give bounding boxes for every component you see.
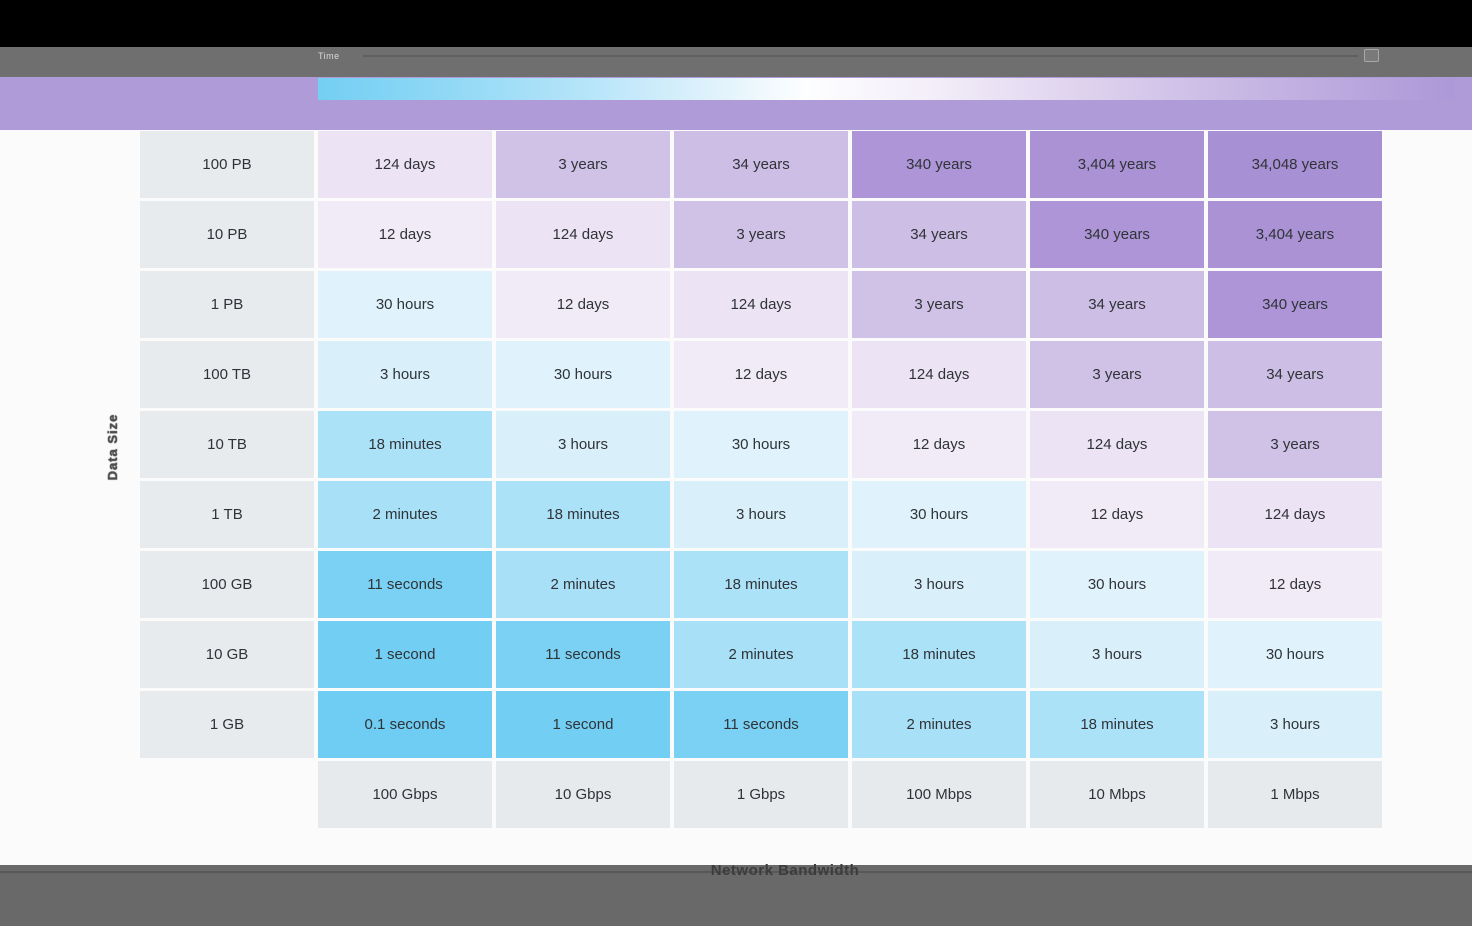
heatmap-cell: 34 years bbox=[852, 201, 1026, 268]
column-label: 1 Mbps bbox=[1208, 761, 1382, 828]
row-label: 10 TB bbox=[140, 411, 314, 478]
toolbar-divider bbox=[363, 55, 1358, 57]
footer-bar bbox=[0, 865, 1472, 926]
heatmap-cell: 3 hours bbox=[1030, 621, 1204, 688]
row-label: 100 TB bbox=[140, 341, 314, 408]
heatmap-cell: 30 hours bbox=[674, 411, 848, 478]
corner-spacer bbox=[140, 761, 314, 828]
heatmap-cell: 340 years bbox=[852, 131, 1026, 198]
heatmap-cell: 1 second bbox=[496, 691, 670, 758]
heatmap-cell: 34 years bbox=[674, 131, 848, 198]
heatmap-cell: 34 years bbox=[1030, 271, 1204, 338]
heatmap-cell: 3 years bbox=[852, 271, 1026, 338]
column-label: 1 Gbps bbox=[674, 761, 848, 828]
heatmap-cell: 34 years bbox=[1208, 341, 1382, 408]
heatmap-cell: 3 years bbox=[674, 201, 848, 268]
heatmap-cell: 18 minutes bbox=[674, 551, 848, 618]
heatmap-cell: 12 days bbox=[1030, 481, 1204, 548]
heatmap-cell: 2 minutes bbox=[852, 691, 1026, 758]
heatmap-cell: 3 hours bbox=[318, 341, 492, 408]
heatmap-cell: 3 hours bbox=[674, 481, 848, 548]
row-label: 100 GB bbox=[140, 551, 314, 618]
heatmap-cell: 3,404 years bbox=[1208, 201, 1382, 268]
heatmap-cell: 18 minutes bbox=[1030, 691, 1204, 758]
heatmap-cell: 1 second bbox=[318, 621, 492, 688]
heatmap-cell: 3 years bbox=[496, 131, 670, 198]
fullscreen-icon[interactable] bbox=[1364, 49, 1379, 62]
heatmap-cell: 124 days bbox=[852, 341, 1026, 408]
heatmap-cell: 2 minutes bbox=[674, 621, 848, 688]
row-label: 1 GB bbox=[140, 691, 314, 758]
column-label: 10 Gbps bbox=[496, 761, 670, 828]
heatmap-cell: 30 hours bbox=[1208, 621, 1382, 688]
heatmap-cell: 2 minutes bbox=[318, 481, 492, 548]
heatmap-cell: 3 hours bbox=[1208, 691, 1382, 758]
heatmap-cell: 12 days bbox=[852, 411, 1026, 478]
column-label: 100 Gbps bbox=[318, 761, 492, 828]
heatmap-cell: 11 seconds bbox=[674, 691, 848, 758]
heatmap-cell: 3 hours bbox=[496, 411, 670, 478]
row-label: 10 PB bbox=[140, 201, 314, 268]
footer-divider bbox=[0, 871, 1472, 873]
legend-title: Time bbox=[318, 51, 340, 61]
heatmap-cell: 124 days bbox=[1030, 411, 1204, 478]
heatmap-cell: 18 minutes bbox=[852, 621, 1026, 688]
toolbar: Time bbox=[0, 47, 1472, 77]
heatmap-cell: 2 minutes bbox=[496, 551, 670, 618]
legend-gradient-bar bbox=[318, 78, 1455, 100]
row-label: 1 PB bbox=[140, 271, 314, 338]
heatmap-cell: 3,404 years bbox=[1030, 131, 1204, 198]
row-label: 100 PB bbox=[140, 131, 314, 198]
heatmap-cell: 11 seconds bbox=[496, 621, 670, 688]
heatmap-cell: 11 seconds bbox=[318, 551, 492, 618]
heatmap-cell: 12 days bbox=[1208, 551, 1382, 618]
heatmap-cell: 18 minutes bbox=[496, 481, 670, 548]
heatmap-cell: 340 years bbox=[1030, 201, 1204, 268]
heatmap-cell: 34,048 years bbox=[1208, 131, 1382, 198]
window-titlebar bbox=[0, 0, 1472, 47]
heatmap-cell: 124 days bbox=[674, 271, 848, 338]
heatmap-cell: 3 years bbox=[1208, 411, 1382, 478]
heatmap-cell: 30 hours bbox=[318, 271, 492, 338]
column-label: 10 Mbps bbox=[1030, 761, 1204, 828]
heatmap-cell: 18 minutes bbox=[318, 411, 492, 478]
heatmap-cell: 3 years bbox=[1030, 341, 1204, 408]
column-label: 100 Mbps bbox=[852, 761, 1026, 828]
heatmap-cell: 124 days bbox=[1208, 481, 1382, 548]
heatmap-cell: 124 days bbox=[496, 201, 670, 268]
row-label: 10 GB bbox=[140, 621, 314, 688]
row-label: 1 TB bbox=[140, 481, 314, 548]
heatmap-cell: 12 days bbox=[496, 271, 670, 338]
heatmap-cell: 30 hours bbox=[496, 341, 670, 408]
heatmap-cell: 12 days bbox=[318, 201, 492, 268]
heatmap-table: 100 PB 124 days 3 years 34 years 340 years 3,… bbox=[140, 131, 1382, 828]
heatmap-cell: 340 years bbox=[1208, 271, 1382, 338]
legend-band bbox=[0, 77, 1472, 130]
x-axis-label: Network Bandwidth bbox=[710, 862, 860, 879]
heatmap-cell: 30 hours bbox=[1030, 551, 1204, 618]
heatmap-cell: 0.1 seconds bbox=[318, 691, 492, 758]
heatmap-cell: 3 hours bbox=[852, 551, 1026, 618]
heatmap-cell: 124 days bbox=[318, 131, 492, 198]
heatmap-cell: 30 hours bbox=[852, 481, 1026, 548]
heatmap-cell: 12 days bbox=[674, 341, 848, 408]
